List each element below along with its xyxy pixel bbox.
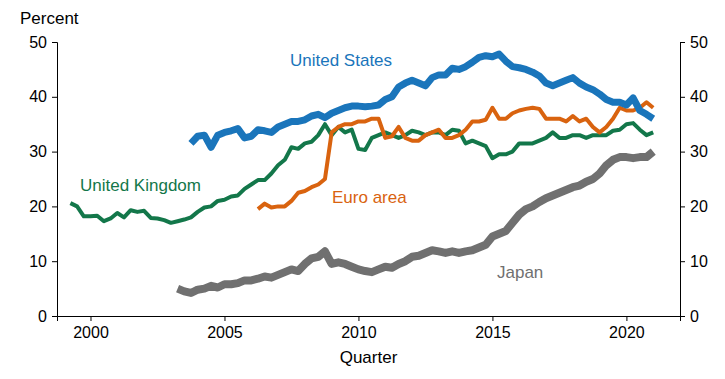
chart-container: 2000 2005 2010 2015 2020 0 10 20 30 40 50 0 10 20 30 40… [0,0,725,379]
tick-mark [680,261,685,262]
series-label: Japan [497,263,543,282]
x-axis-title: Quarter [340,348,398,367]
y-axis-title: Percent [20,9,79,28]
tick-mark [680,152,685,153]
tick: 2010 [341,316,377,341]
tick-mark [492,316,493,321]
y-axis: 0 10 20 30 40 50 [29,34,57,325]
tick-label: 40 [690,88,708,105]
tick-label: 10 [690,253,708,270]
series-line [70,123,653,223]
series-line [258,102,653,209]
tick-mark [52,316,57,317]
tick: 20 [680,198,708,215]
tick-label: 2005 [207,324,243,341]
tick-label: 40 [29,88,47,105]
x-axis-line [58,317,681,322]
tick-label: 2000 [73,324,109,341]
tick-mark [680,316,685,317]
tick: 2000 [73,316,109,341]
series-label: Euro area [332,188,407,207]
tick: 0 [38,308,57,325]
tick: 30 [29,143,57,160]
tick-mark [680,206,685,207]
series-line [178,152,654,293]
tick-label: 2020 [609,324,645,341]
tick: 20 [29,198,57,215]
tick-mark [90,316,91,321]
tick-label: 30 [29,143,47,160]
tick: 50 [29,34,57,51]
tick-mark [680,97,685,98]
tick: 2020 [609,316,645,341]
tick-label: 30 [690,143,708,160]
tick-mark [52,97,57,98]
tick-label: 50 [690,34,708,51]
plot-area [70,54,653,293]
tick-label: 20 [29,198,47,215]
tick: 0 [680,308,699,325]
tick-mark [680,42,685,43]
tick-label: 2015 [475,324,511,341]
chart-svg: 2000 2005 2010 2015 2020 0 10 20 30 40 50 0 10 20 30 40… [0,0,725,379]
tick: 30 [680,143,708,160]
tick: 2015 [475,316,511,341]
tick: 10 [680,253,708,270]
series-line [191,54,653,147]
tick: 40 [680,88,708,105]
tick: 40 [29,88,57,105]
series-label: United Kingdom [80,176,201,195]
tick: 2005 [207,316,243,341]
tick-mark [52,42,57,43]
y-axis-line [52,43,58,317]
tick-mark [626,316,627,321]
tick-mark [52,206,57,207]
tick-label: 10 [29,253,47,270]
series-label: United States [290,51,392,70]
tick-mark [52,261,57,262]
tick: 50 [680,34,708,51]
tick-mark [52,152,57,153]
y2-axis-line [681,43,686,317]
tick-label: 50 [29,34,47,51]
tick-label: 2010 [341,324,377,341]
tick: 10 [29,253,57,270]
tick-label: 0 [38,308,47,325]
tick-mark [358,316,359,321]
tick-mark [224,316,225,321]
tick-label: 0 [690,308,699,325]
x-axis: 2000 2005 2010 2015 2020 [58,316,681,341]
tick-label: 20 [690,198,708,215]
y2-axis: 0 10 20 30 40 50 [680,34,708,325]
